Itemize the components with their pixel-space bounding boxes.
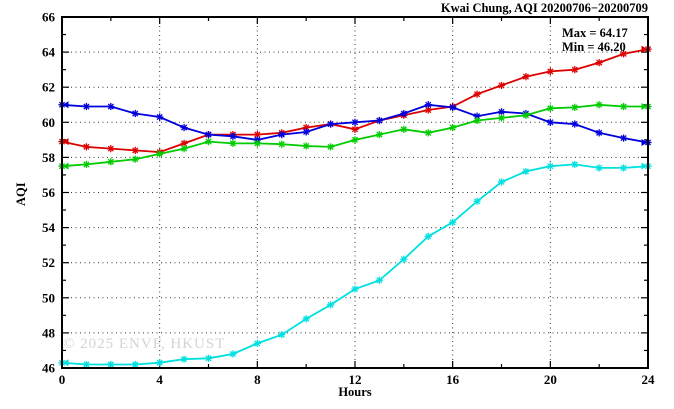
x-axis-label: Hours [338, 385, 372, 399]
series-green [58, 101, 652, 170]
svg-text:56: 56 [42, 185, 56, 200]
svg-text:12: 12 [349, 372, 362, 387]
chart-title: Kwai Chung, AQI 20200706−20200709 [440, 1, 648, 15]
svg-text:60: 60 [42, 115, 55, 130]
y-axis-label: AQI [14, 182, 28, 206]
svg-text:64: 64 [42, 45, 56, 60]
svg-text:50: 50 [42, 290, 55, 305]
minmax-annotation: Max = 64.17 Min = 46.20 [562, 26, 628, 54]
svg-text:62: 62 [42, 80, 55, 95]
svg-text:24: 24 [642, 372, 656, 387]
svg-text:0: 0 [59, 372, 66, 387]
svg-text:8: 8 [254, 372, 261, 387]
svg-text:52: 52 [42, 255, 55, 270]
svg-text:16: 16 [446, 372, 460, 387]
svg-text:58: 58 [42, 150, 56, 165]
min-value-label: Min = 46.20 [562, 40, 626, 54]
svg-text:48: 48 [42, 325, 56, 340]
max-value-label: Max = 64.17 [562, 26, 628, 40]
watermark: © 2025 ENVF, HKUST [63, 336, 226, 352]
svg-text:4: 4 [156, 372, 163, 387]
svg-text:54: 54 [42, 220, 56, 235]
series-blue [58, 101, 652, 147]
svg-text:66: 66 [42, 10, 56, 25]
svg-text:46: 46 [42, 361, 56, 376]
svg-text:20: 20 [544, 372, 557, 387]
